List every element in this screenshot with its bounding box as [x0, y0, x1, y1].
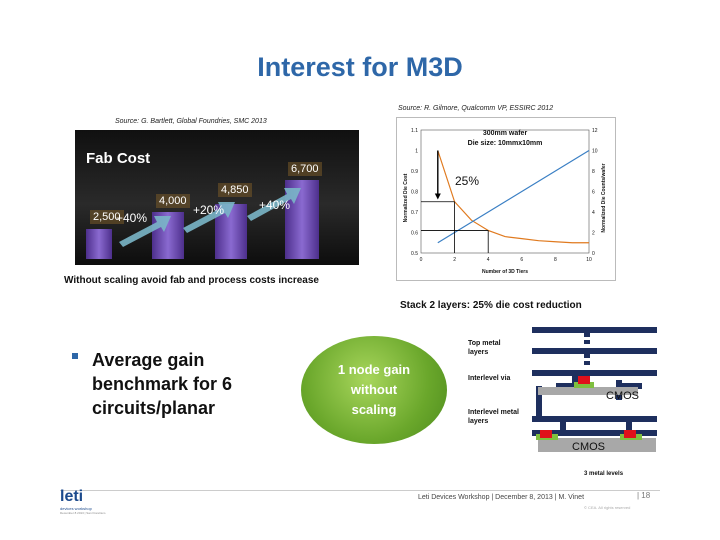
y-tick-label-right: 2 [592, 231, 595, 237]
arrow-icon-1 [119, 216, 171, 247]
fab-bar-1 [86, 229, 112, 259]
y-tick-label-left: 0.9 [411, 169, 418, 175]
leti-logo: leti [60, 488, 84, 505]
label-top-metal: Top metal layers [468, 340, 501, 356]
fab-increase-1: +40% [116, 211, 148, 225]
fab-bar-label-2: 4,000 [156, 194, 190, 208]
stack-caption: Stack 2 layers: 25% die cost reduction [400, 300, 582, 311]
logo-subtitle: devices workshop [60, 506, 92, 511]
bullet-icon [72, 353, 78, 359]
cmos-label-bottom: CMOS [572, 441, 605, 453]
x-tick-label: 6 [520, 257, 523, 263]
y-tick-label-right: 8 [592, 169, 595, 175]
node-gain-text: 1 node gain without scaling [337, 362, 411, 417]
logo-event-line: December 8 2013 | San Francisco [60, 511, 106, 515]
label-interlevel-via: Interlevel via [468, 375, 511, 382]
fab-arrows [119, 188, 301, 247]
chart-annotation: 25% [455, 174, 479, 188]
cmos-label-top: CMOS [606, 390, 639, 402]
source-right: Source: R. Gilmore, Qualcomm VP, ESSIRC … [398, 105, 554, 112]
arrow-icon-2 [183, 202, 235, 233]
fab-increase-2: +20% [193, 203, 225, 217]
fab-bar-label-4: 6,700 [288, 162, 322, 176]
y-tick-label-left: 0.6 [411, 231, 418, 237]
x-tick-label: 8 [554, 257, 557, 263]
chart-xlabel: Number of 3D Tiers [482, 269, 528, 275]
y-tick-label-right: 0 [592, 251, 595, 257]
copyright: © CEA. All rights reserved [584, 505, 631, 510]
arrow-icon-3 [247, 188, 301, 221]
cmos-cross-section [532, 327, 657, 452]
series-line-die-count [437, 149, 590, 244]
x-tick-label: 0 [420, 257, 423, 263]
y-tick-label-right: 6 [592, 190, 595, 196]
fab-cost-caption: Without scaling avoid fab and process co… [64, 275, 319, 286]
x-tick-label: 10 [586, 257, 592, 263]
footer-text: Leti Devices Workshop | December 8, 2013… [418, 494, 585, 501]
y-tick-label-right: 10 [592, 149, 598, 155]
chart-subtitle: Die size: 10mmx10mm [468, 140, 543, 147]
reduction-arrow-icon [434, 193, 441, 200]
y-tick-label-left: 1 [415, 149, 418, 155]
node-gain-badge: 1 node gain without scaling [301, 336, 447, 444]
label-interlevel-metal: Interlevel metal layers [468, 409, 519, 425]
x-tick-label: 4 [487, 257, 490, 263]
y-tick-label-left: 0.8 [411, 190, 418, 196]
y-tick-label-left: 0.5 [411, 251, 418, 257]
chart-ylabel-left: Normalized Die Cost [403, 173, 409, 222]
y-tick-label-right: 4 [592, 210, 595, 216]
y-tick-label-left: 0.7 [411, 210, 418, 216]
x-tick-label: 2 [453, 257, 456, 263]
fab-bar-label-1: 2,500 [90, 210, 124, 224]
die-cost-chart: 300mm wafer Die size: 10mmx10mm Number o… [396, 117, 616, 281]
fab-bar-label-3: 4,850 [218, 183, 252, 197]
page-number: | 18 [637, 491, 651, 500]
fab-increase-3: +40% [259, 198, 291, 212]
y-tick-label-left: 1.1 [411, 128, 418, 134]
die-cost-chart-svg: 300mm wafer Die size: 10mmx10mm Number o… [403, 128, 607, 275]
bullet-text: Average gain benchmark for 6 circuits/pl… [92, 350, 233, 418]
footer-divider [60, 490, 660, 491]
series-line-die-cost [437, 150, 589, 244]
fab-cost-title: Fab Cost [86, 150, 151, 167]
source-left: Source: G. Bartlett, Global Foundries, S… [115, 118, 267, 125]
slide-title: Interest for M3D [257, 52, 463, 82]
label-metal-levels: 3 metal levels [584, 471, 624, 477]
chart-title: 300mm wafer [483, 130, 528, 137]
plot-frame [420, 129, 590, 254]
y-tick-label-right: 12 [592, 128, 598, 134]
chart-ylabel-right: Normalized Die Counts/wafer [601, 163, 607, 232]
